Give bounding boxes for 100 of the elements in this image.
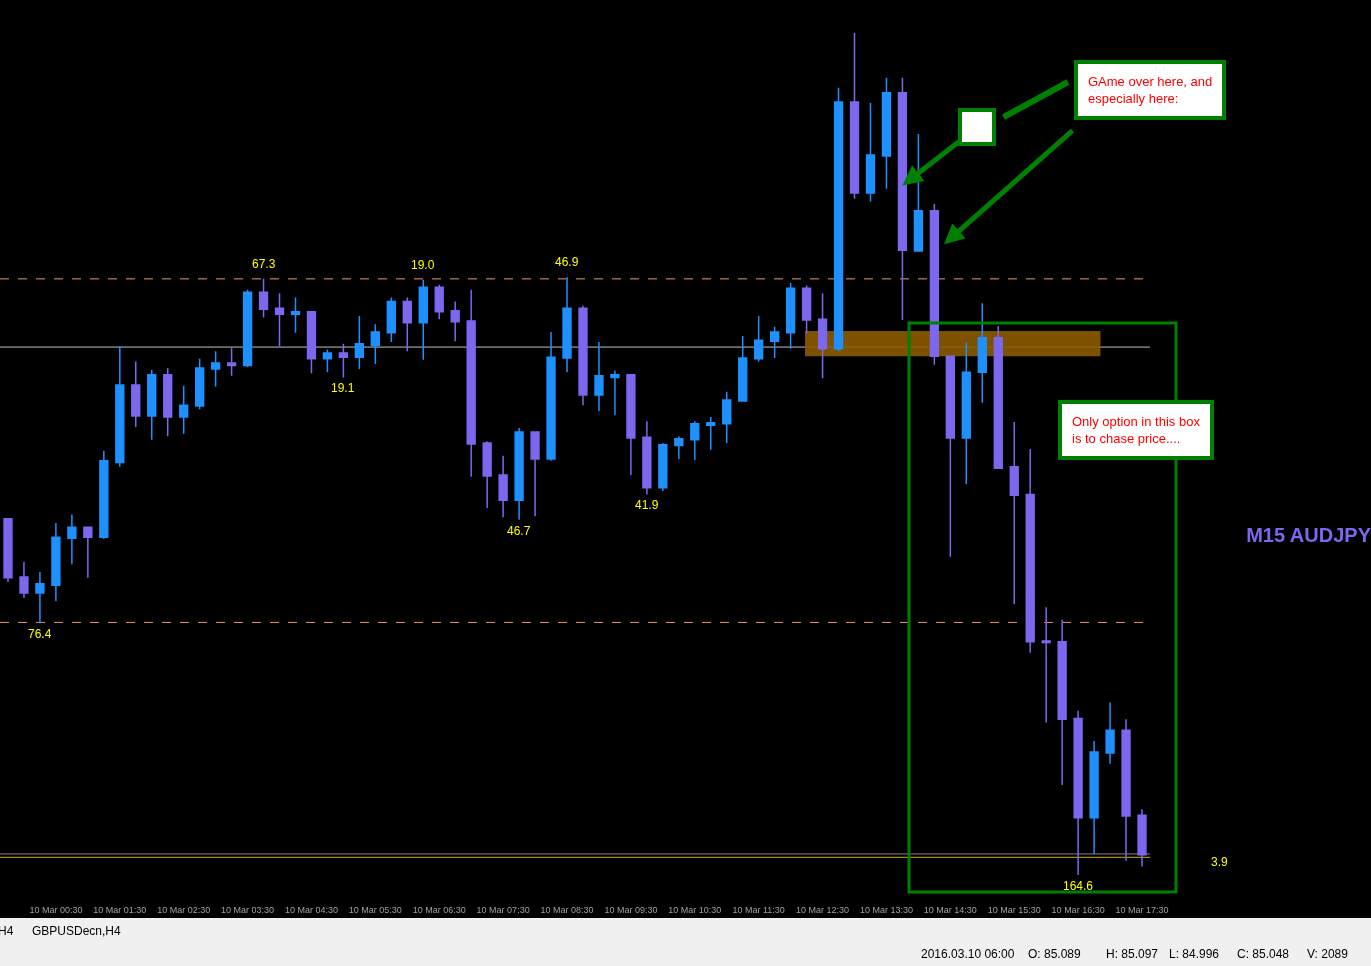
candlestick	[1089, 740, 1099, 855]
candlestick	[785, 282, 796, 350]
x-tick-label: 10 Mar 12:30	[796, 905, 850, 915]
text: 3.9	[1211, 855, 1229, 869]
candlestick	[626, 373, 636, 476]
annotation: Only option in this box is to chase price....	[1072, 414, 1201, 446]
candlestick	[929, 203, 940, 366]
candlestick	[578, 305, 588, 406]
candlestick	[83, 526, 93, 579]
candlestick	[386, 296, 396, 343]
annotation: 46.7	[507, 524, 531, 538]
candlestick	[194, 358, 205, 411]
candlestick	[658, 442, 668, 492]
x-tick-label: 10 Mar 17:30	[1115, 905, 1169, 915]
candlestick	[210, 350, 221, 388]
candlestick	[370, 323, 381, 365]
text: M15 AUDJPY	[1246, 524, 1371, 546]
annotation: 164.6	[1063, 879, 1094, 893]
text: L: 84.996	[1169, 947, 1220, 961]
candlestick	[163, 367, 173, 438]
text: H: 85.097	[1106, 947, 1159, 961]
x-tick-label: 10 Mar 03:30	[221, 905, 275, 915]
candlestick	[817, 292, 828, 379]
annotation: 46.9	[555, 255, 579, 269]
x-tick-label: 10 Mar 09:30	[604, 905, 658, 915]
text: 2016.03.10 06:00	[921, 947, 1015, 961]
x-tick-label: 10 Mar 07:30	[476, 905, 530, 915]
candlestick	[1073, 710, 1083, 875]
text: V: 2089	[1307, 947, 1349, 961]
candlestick	[466, 289, 476, 478]
candlestick	[1137, 808, 1147, 868]
candlestick	[849, 32, 860, 200]
annotation: GAme over here, and especially here:	[1088, 74, 1213, 106]
candlestick	[801, 284, 812, 335]
candlestick	[402, 296, 412, 353]
candlestick	[338, 342, 349, 379]
annotation: 19.0	[411, 258, 435, 272]
x-tick-label: 10 Mar 01:30	[93, 905, 147, 915]
candlestick	[977, 302, 987, 404]
candlestick	[546, 331, 556, 462]
candlestick	[722, 390, 732, 444]
candlestick	[3, 518, 13, 583]
candlestick	[514, 427, 524, 521]
candlestick	[594, 341, 604, 412]
candlestick	[99, 449, 109, 540]
candlestick	[897, 76, 908, 321]
text: C: 85.048	[1237, 947, 1290, 961]
candlestick	[306, 310, 317, 374]
x-tick-label: 10 Mar 05:30	[348, 905, 402, 915]
candlestick	[530, 431, 540, 518]
x-tick-label: 10 Mar 15:30	[987, 905, 1041, 915]
candlestick	[562, 276, 572, 374]
x-tick-label: 10 Mar 16:30	[1051, 905, 1105, 915]
candlestick	[1025, 448, 1035, 654]
candlestick	[1041, 606, 1051, 724]
candlestick	[610, 369, 620, 417]
candlestick	[754, 315, 764, 363]
candlestick	[881, 76, 892, 190]
x-tick-label: 10 Mar 00:30	[29, 905, 83, 915]
x-tick-label: 10 Mar 06:30	[412, 905, 466, 915]
candlestick	[179, 385, 189, 435]
x-tick-label: 10 Mar 11:30	[732, 905, 785, 915]
candlestick	[51, 522, 61, 603]
x-tick-label: 10 Mar 13:30	[859, 905, 913, 915]
x-tick-label: 10 Mar 08:30	[540, 905, 594, 915]
candlestick	[242, 289, 253, 369]
candlestick	[498, 454, 508, 518]
candlestick	[115, 345, 125, 468]
candlestick	[833, 86, 844, 353]
x-tick-label: 10 Mar 10:30	[668, 905, 722, 915]
candlestick	[322, 348, 333, 374]
candlestick	[1057, 619, 1067, 786]
candlestick	[434, 284, 444, 321]
candlestick	[147, 369, 157, 441]
annotation: 67.3	[252, 257, 276, 271]
candlestick	[450, 300, 460, 342]
candlestick	[993, 325, 1003, 470]
candlestick	[482, 440, 492, 509]
candlestick	[690, 420, 700, 461]
annotation: 19.1	[331, 381, 355, 395]
x-tick-label: 10 Mar 02:30	[157, 905, 211, 915]
candlestick	[706, 416, 716, 451]
annotation: 76.4	[28, 627, 52, 641]
candlestick	[274, 292, 285, 347]
candlestick	[913, 133, 924, 252]
candlestick	[945, 355, 956, 558]
text: GBPUSDecn,H4	[32, 924, 122, 938]
candlestick	[961, 342, 971, 486]
candlestick	[35, 571, 45, 624]
candlestick	[674, 435, 684, 460]
candlestick	[642, 420, 652, 496]
candlestick	[67, 513, 77, 566]
annotation: 41.9	[635, 498, 659, 512]
text: O: 85.089	[1028, 947, 1082, 961]
candlestick	[865, 102, 876, 203]
x-tick-label: 10 Mar 04:30	[284, 905, 338, 915]
x-tick-label: 10 Mar 14:30	[923, 905, 977, 915]
candlestick	[769, 326, 780, 359]
candlestick	[1105, 701, 1115, 765]
candlestick	[738, 335, 748, 403]
